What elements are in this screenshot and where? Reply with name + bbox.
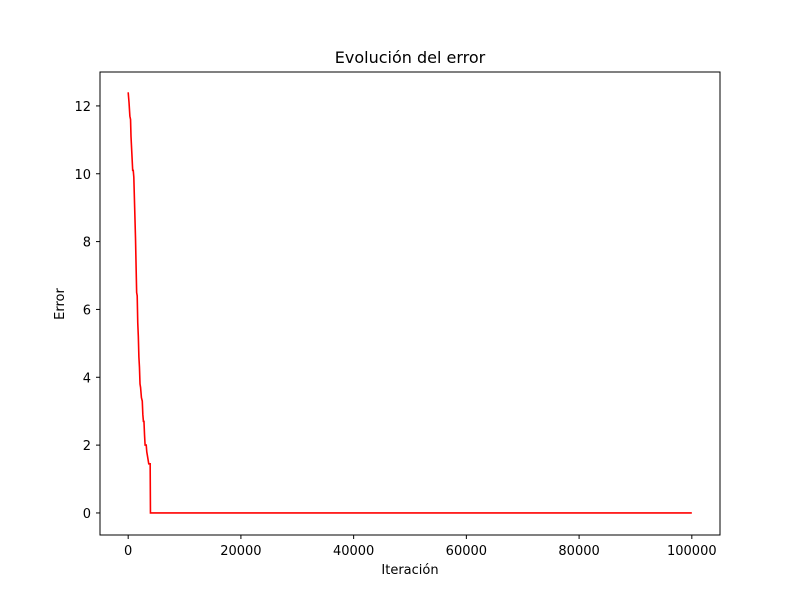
chart-title: Evolución del error	[335, 48, 486, 67]
y-tick-label: 12	[74, 100, 91, 115]
y-tick-label: 2	[83, 439, 91, 454]
y-tick-label: 6	[83, 303, 91, 318]
x-tick-label: 20000	[220, 544, 261, 559]
y-tick-label: 8	[83, 236, 91, 251]
y-tick-label: 10	[74, 168, 91, 183]
x-tick-label: 100000	[667, 544, 717, 559]
y-tick-label: 4	[83, 371, 91, 386]
y-axis-label: Error	[53, 288, 68, 320]
x-tick-label: 0	[124, 544, 132, 559]
x-axis-label: Iteración	[381, 563, 438, 578]
error-series-line	[127, 92, 692, 514]
x-tick-label: 80000	[558, 544, 599, 559]
x-tick-label: 40000	[333, 544, 374, 559]
y-axis-ticks: 0 2 4 6 8 10 12	[74, 100, 100, 522]
y-tick-label: 0	[83, 507, 91, 522]
plot-area-frame	[99, 71, 721, 536]
series-layer	[127, 92, 692, 514]
x-tick-label: 60000	[446, 544, 487, 559]
x-axis-ticks: 0 20000 40000 60000 80000 100000	[124, 535, 717, 559]
